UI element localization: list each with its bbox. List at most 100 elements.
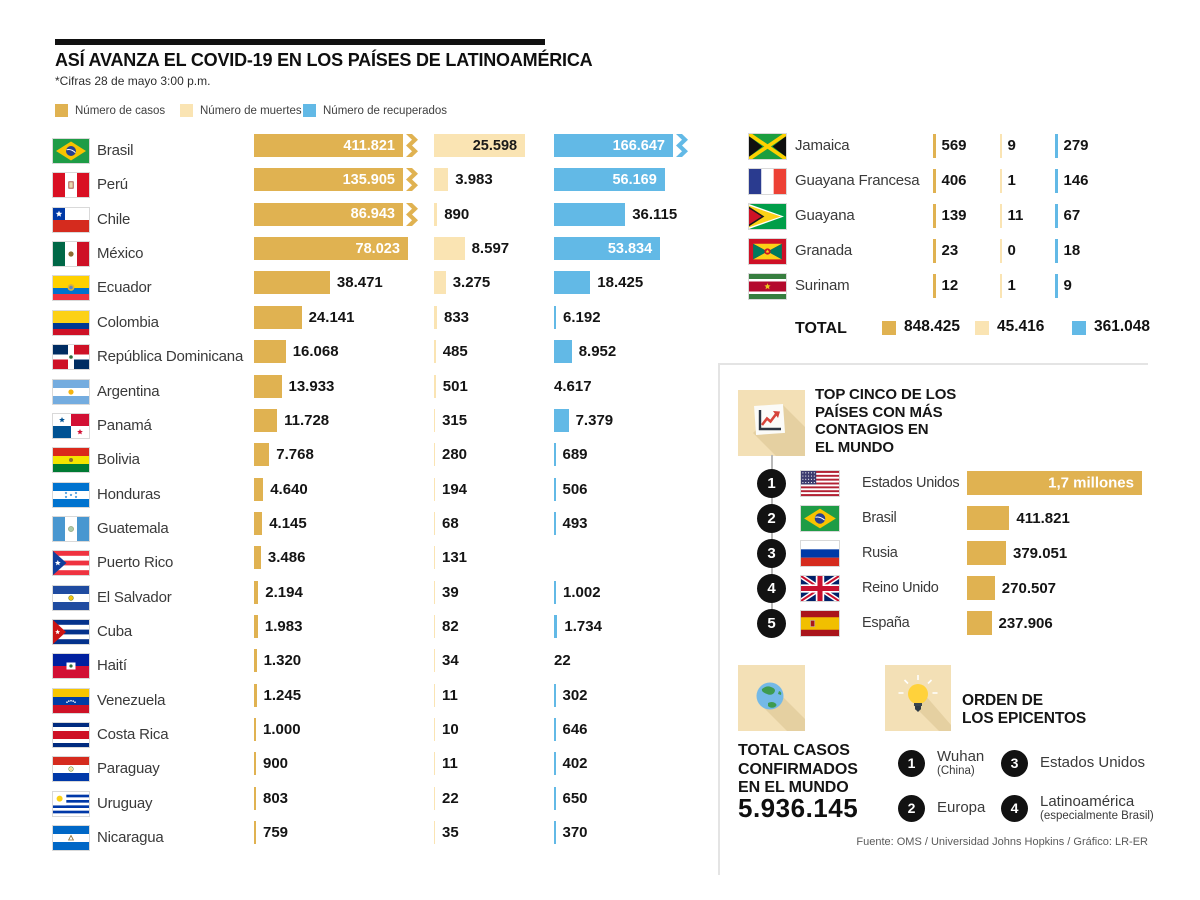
country-name: Cuba: [97, 622, 133, 640]
recovered-cell: 18: [1055, 238, 1080, 263]
flag-ec-icon: [52, 275, 90, 302]
chart-up-icon: [738, 390, 805, 456]
legend-item-recuperados: Número de recuperados: [303, 104, 447, 117]
bar-cell: 11: [434, 683, 458, 707]
country-row: Bolivia 7.768 280 689: [0, 443, 1200, 477]
country-name: Panamá: [97, 416, 152, 434]
country-name: México: [97, 245, 144, 263]
rank-badge: 4: [757, 573, 786, 603]
bar-cell: 3.983: [434, 168, 493, 192]
bar-cell: 315: [434, 408, 468, 432]
bar-value: 34: [442, 652, 459, 670]
bar: [554, 511, 556, 535]
bar-cell: 7.379: [554, 408, 614, 432]
panel-divider-left: [718, 363, 720, 875]
cases-value: 569: [941, 137, 967, 154]
small-country-row: Granada 23 0 18: [0, 234, 1200, 269]
top5-title: TOP CINCO DE LOS PAÍSES CON MÁS CONTAGIO…: [815, 386, 957, 456]
bar: [967, 576, 995, 600]
bar-cell: 36.115: [554, 202, 677, 226]
bar-value: 1,7 millones: [1048, 474, 1134, 492]
cases-value: 406: [941, 172, 967, 189]
flag-gf-icon: [748, 167, 787, 195]
bar: [554, 202, 626, 226]
country-name: Perú: [97, 176, 128, 194]
bar-cell: 402: [554, 752, 588, 776]
rank-badge: 2: [757, 503, 786, 533]
bar-cell: 131: [434, 546, 467, 570]
bar-value: 2.194: [265, 583, 303, 601]
bar-value: 11.728: [284, 411, 330, 429]
flag-es-icon: [800, 609, 840, 637]
bar-cell: 24.141: [254, 305, 354, 329]
country-row: Puerto Rico 3.486 131: [0, 546, 1200, 580]
flag-cu-icon: [52, 618, 90, 645]
bar-value: 7.379: [575, 411, 614, 429]
bar: [254, 305, 302, 329]
cases-cell: 12: [933, 273, 959, 298]
bar-break-icon: [406, 134, 418, 157]
flag-cl-icon: [52, 206, 90, 233]
bar-value: 493: [562, 514, 588, 532]
legend-label: Número de muertes: [200, 104, 302, 117]
bar: 25.598: [434, 134, 526, 157]
flag-gy-icon: [748, 202, 787, 230]
bar: [967, 611, 992, 635]
bar-break-icon: [676, 134, 688, 157]
casos-swatch-icon: [55, 104, 68, 117]
small-country-row: Jamaica 569 9 279: [0, 129, 1200, 164]
bar-value: 485: [442, 343, 468, 361]
epicenter-name: Estados Unidos: [1040, 754, 1146, 771]
country-name: Rusia: [862, 545, 898, 561]
bar-value: 22: [442, 789, 459, 807]
bar: [554, 340, 572, 364]
bar-cell: 1.245: [254, 683, 302, 707]
bar-cell: 4.617: [554, 375, 592, 398]
country-name: Jamaica: [795, 137, 850, 154]
total-casos-swatch-icon: [882, 321, 896, 335]
rank-badge: 4: [1001, 794, 1028, 822]
flag-sv-icon: [52, 584, 90, 611]
cases-value: 12: [941, 277, 959, 294]
bar: [434, 511, 435, 535]
epicenters-title: ORDEN DE LOS EPICENTOS: [962, 692, 1087, 727]
bar: [434, 786, 435, 810]
flag-do-icon: [52, 344, 90, 371]
bar-cell: 22: [434, 786, 459, 810]
bar-value: 370: [562, 824, 588, 841]
bar-cell: 25.598: [434, 134, 526, 157]
bar-value: 8.952: [578, 343, 617, 361]
bar: [554, 614, 558, 638]
cases-cell: 406: [933, 168, 967, 193]
epicenter-sub: (especialmente Brasil): [1040, 810, 1154, 822]
flag-gt-icon: [52, 515, 90, 542]
bar-cell: 650: [554, 786, 588, 810]
bar-cell: 280: [434, 443, 468, 467]
flag-br-icon: [800, 504, 840, 532]
world-total-value: 5.936.145: [738, 793, 859, 823]
bar-value: 1.245: [263, 686, 302, 704]
epicenter-label: Latinoamérica (especialmente Brasil): [1040, 794, 1154, 823]
flag-ru-icon: [800, 539, 840, 567]
bar-value: 759: [263, 824, 289, 841]
muertes-swatch-icon: [180, 104, 193, 117]
epicenter-label: Estados Unidos: [1040, 755, 1145, 771]
deaths-value: 11: [1007, 207, 1024, 224]
muertes-tick-icon: [1000, 168, 1002, 193]
flag-co-icon: [52, 309, 90, 336]
bar-value: 411.821: [343, 137, 395, 154]
country-row: Guatemala 4.145 68 493: [0, 511, 1200, 546]
flag-pe-icon: [52, 172, 90, 199]
deaths-cell: 9: [1000, 133, 1016, 158]
bar-cell: 302: [554, 683, 588, 707]
bar-value: 280: [442, 446, 468, 464]
bar: 78.023: [254, 237, 408, 261]
flag-br-icon: [52, 138, 90, 164]
country-row: Panamá 11.728 315 7.379: [0, 408, 1200, 443]
bar: [434, 649, 435, 673]
epicenter-name: Wuhan: [937, 748, 985, 765]
country-name: Granada: [795, 242, 852, 259]
bar-value: 22: [554, 652, 571, 670]
bar-value: 315: [442, 411, 468, 429]
recuperados-tick-icon: [1055, 168, 1058, 193]
